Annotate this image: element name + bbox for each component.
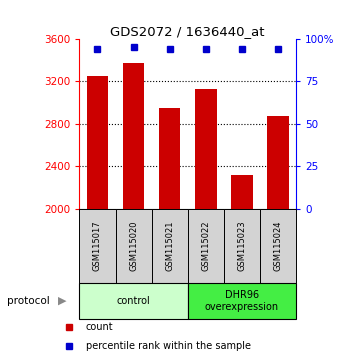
Text: control: control <box>117 296 151 306</box>
Bar <box>188 283 296 319</box>
Text: GSM115022: GSM115022 <box>201 221 210 271</box>
Text: GSM115021: GSM115021 <box>165 221 174 271</box>
Bar <box>79 283 188 319</box>
Bar <box>195 89 217 209</box>
Bar <box>188 209 224 283</box>
Bar <box>224 209 260 283</box>
Text: DHR96
overexpression: DHR96 overexpression <box>205 290 279 312</box>
Bar <box>267 116 289 209</box>
Bar <box>159 108 180 209</box>
Bar <box>79 209 116 283</box>
Text: ▶: ▶ <box>58 296 67 306</box>
Bar <box>87 76 108 209</box>
Bar <box>116 209 152 283</box>
Text: percentile rank within the sample: percentile rank within the sample <box>86 341 251 351</box>
Bar <box>231 175 253 209</box>
Text: GSM115017: GSM115017 <box>93 221 102 272</box>
Bar <box>123 63 144 209</box>
Text: GSM115023: GSM115023 <box>238 221 246 272</box>
Text: GSM115020: GSM115020 <box>129 221 138 271</box>
Bar <box>152 209 188 283</box>
Text: GSM115024: GSM115024 <box>274 221 282 271</box>
Text: count: count <box>86 321 113 332</box>
Title: GDS2072 / 1636440_at: GDS2072 / 1636440_at <box>110 25 265 38</box>
Bar <box>260 209 296 283</box>
Text: protocol: protocol <box>7 296 50 306</box>
